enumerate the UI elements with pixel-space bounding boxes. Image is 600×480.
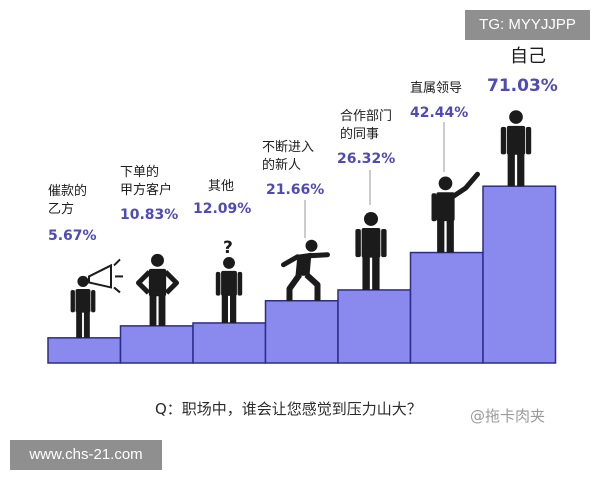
category-label-1: 下单的	[120, 164, 159, 180]
category-label-3: 的新人	[262, 157, 301, 173]
value-label-4: 26.32%	[337, 151, 395, 167]
category-label-4: 合作部门	[340, 109, 392, 124]
category-label-5: 直属领导	[410, 81, 462, 96]
pointing-person-icon	[431, 171, 480, 253]
question-text: Q：职场中，谁会让您感觉到压力山大？	[155, 400, 422, 418]
bar-2	[192, 322, 267, 364]
category-label-0: 催款的	[48, 183, 87, 199]
value-label-1: 10.83%	[120, 207, 178, 223]
source-watermark: @拖卡肉夹	[470, 407, 546, 425]
value-label-0: 5.67%	[48, 228, 97, 244]
value-label-6: 71.03%	[487, 76, 558, 96]
standing-person-icon	[500, 110, 532, 187]
bar-1	[119, 325, 194, 364]
hands-on-hips-person-icon	[136, 253, 179, 326]
megaphone-person-icon	[70, 258, 123, 338]
category-label-1: 甲方客户	[120, 182, 172, 198]
bar-6	[482, 185, 557, 364]
category-label-2: 其他	[208, 179, 234, 194]
figures-layer: ?	[70, 110, 532, 338]
climbing-person-icon	[281, 239, 330, 301]
category-label-0: 乙方	[48, 201, 74, 217]
bottom-watermark: www.chs-21.com	[10, 440, 162, 470]
bar-5	[409, 251, 484, 364]
svg-text:?: ?	[223, 238, 233, 258]
standing-person-icon	[355, 211, 387, 290]
bar-4	[337, 289, 412, 364]
bar-3	[264, 299, 339, 364]
bar-0	[47, 337, 122, 364]
category-label-6: 自己	[510, 46, 546, 67]
category-label-4: 的同事	[340, 126, 379, 142]
value-label-5: 42.44%	[410, 105, 468, 121]
category-label-3: 不断进入	[262, 140, 314, 155]
top-watermark: TG: MYYJJPP	[465, 10, 590, 40]
value-label-2: 12.09%	[193, 201, 251, 217]
bars-layer	[47, 185, 557, 364]
value-label-3: 21.66%	[266, 182, 324, 198]
question-person-icon: ?	[215, 238, 243, 323]
